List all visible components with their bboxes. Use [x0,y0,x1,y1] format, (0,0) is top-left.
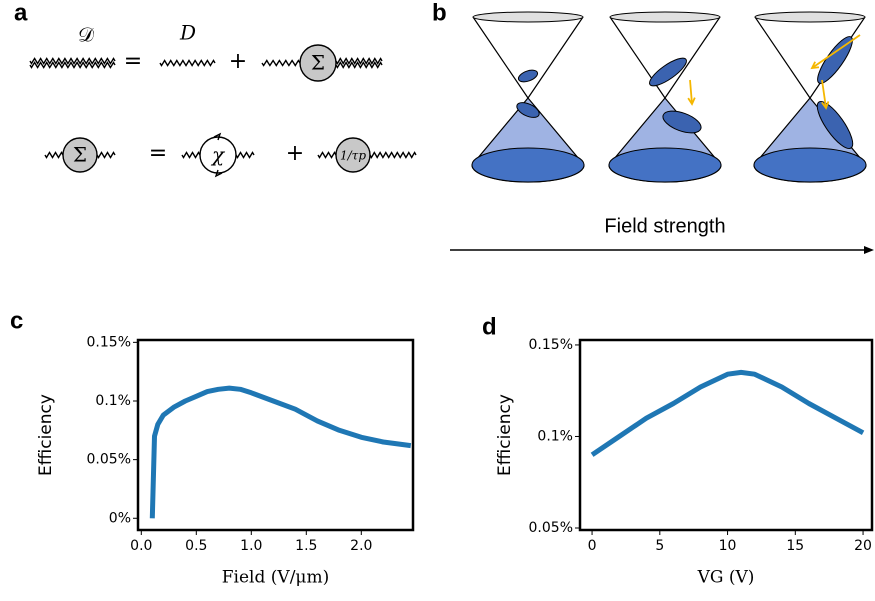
operator: = [124,49,142,74]
y-tick-label: 0.1% [537,428,573,444]
x-tick-label: 0.5 [185,538,207,554]
x-tick-label: 5 [655,538,664,554]
plot-frame [136,338,415,532]
x-axis-label: Field (V/μm) [222,568,329,588]
bottom-ellipse [753,147,867,183]
arrow-head [864,246,874,254]
arrow-head [213,132,223,178]
shift-arrow-head [821,101,830,110]
wavy-line [44,151,64,159]
wavy-line [29,61,116,69]
top-ellipse [754,11,866,23]
x-axis-label: VG (V) [697,568,755,588]
panel-label: d [482,313,497,340]
wavy-line [335,61,383,69]
y-tick-label: 0.15% [529,337,573,353]
symbol: χ [210,143,226,167]
upper-cone [609,16,721,100]
x-tick-label: 2.0 [350,538,372,554]
wavy-line [235,151,255,159]
shift-arrow-head [687,97,696,106]
y-tick-label: 0.15% [87,334,131,350]
fermi-ellipse [816,100,854,150]
fermi-ellipse [662,110,702,134]
panel-label: b [432,0,447,26]
data-line [149,385,412,519]
symbol: Σ [311,51,325,75]
symbol: 𝒟 [78,23,94,47]
shift-arrow-head [810,61,820,70]
y-tick-label: 0% [109,510,131,526]
wavy-line [96,151,116,159]
symbol: Σ [73,143,87,167]
wavy-line [335,57,383,65]
fermi-ellipse [516,102,540,118]
shift-arrow [689,79,693,105]
x-tick-label: 1.5 [295,538,317,554]
chart: 0.0 0.5 1.0 1.5 2.0 0% 0.05% 0.1% 0.15% Field (V/… [36,334,415,588]
y-axis-label: Efficiency [495,394,515,476]
shift-arrow [821,79,827,109]
fermi-ellipse [517,69,539,83]
fermi-ellipse [817,36,853,84]
wavy-line [317,151,337,159]
top-ellipse [609,11,721,23]
operator: = [149,141,167,166]
y-tick-label: 0.05% [529,520,573,536]
panel-label: c [10,307,23,334]
upper-cone [754,16,866,100]
shift-arrow [811,34,861,69]
cone-diagram [471,11,867,183]
upper-cone [472,16,584,100]
wavy-line [181,151,201,159]
x-tick-label: 1.0 [240,538,262,554]
bottom-ellipse [608,147,722,183]
data-line [590,369,865,457]
feynman-diagram [29,44,417,178]
x-tick-label: 0 [588,538,597,554]
arrow-label: Field strength [604,215,725,237]
x-tick-label: 20 [854,538,872,554]
wavy-line [261,59,301,67]
symbol: 1/τp [340,149,366,163]
symbol: D [179,21,196,45]
x-tick-label: 0.0 [130,538,152,554]
operator: + [229,49,247,74]
wavy-line [159,59,216,67]
y-tick-label: 0.05% [87,452,131,468]
fermi-ellipse [649,57,687,87]
y-axis-label: Efficiency [36,394,56,476]
chart: 0 5 10 15 20 0.05% 0.1% 0.15% VG (V) Efficiency [495,337,874,588]
x-tick-label: 15 [786,538,804,554]
bottom-ellipse [471,147,585,183]
panel-label: a [14,0,28,26]
operator: + [286,141,304,166]
wavy-line [369,151,417,159]
top-ellipse [472,11,584,23]
y-tick-label: 0.1% [95,393,131,409]
wavy-line [29,57,116,65]
x-tick-label: 10 [719,538,737,554]
plot-frame [578,338,874,532]
